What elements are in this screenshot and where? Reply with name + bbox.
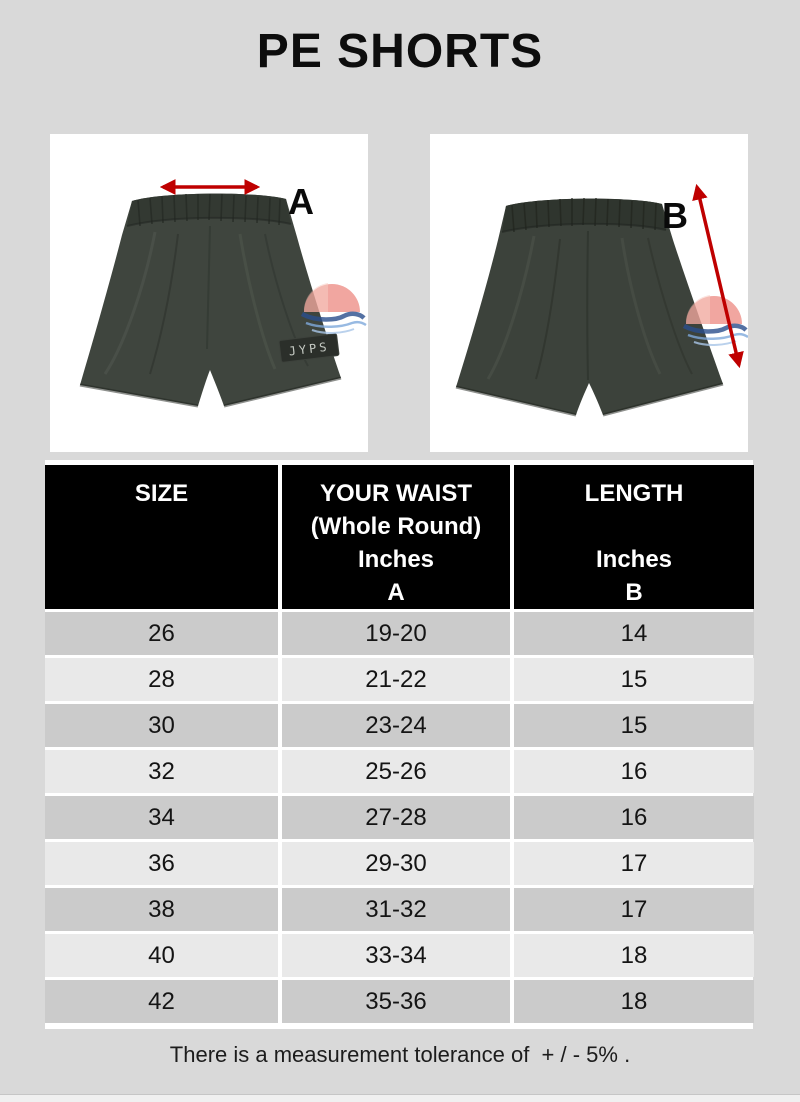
tolerance-note: There is a measurement tolerance of + / …: [169, 1042, 631, 1067]
waist-cell: 19-20: [282, 612, 510, 655]
table-row: 38 31-32 17: [45, 888, 754, 931]
page-title: PE SHORTS: [256, 25, 544, 78]
dimension-label-b: B: [662, 195, 688, 236]
length-cell: 17: [514, 888, 754, 931]
table-row: 40 33-34 18: [45, 934, 754, 977]
length-cell: 14: [514, 612, 754, 655]
shorts-front-body: JYPS: [79, 193, 342, 408]
waist-cell: 33-34: [282, 934, 510, 977]
fabric-folds: [455, 230, 724, 417]
waistband: [501, 197, 667, 233]
waist-cell: 31-32: [282, 888, 510, 931]
waist-cell: 27-28: [282, 796, 510, 839]
length-cell: 16: [514, 796, 754, 839]
back-shorts-card: B: [430, 134, 749, 452]
table-row: 34 27-28 16: [45, 796, 754, 839]
size-cell: 36: [45, 842, 278, 885]
length-cell: 18: [514, 980, 754, 1023]
size-cell: 28: [45, 658, 278, 701]
table-header-row: SIZE YOUR WAIST (Whole Round) Inches A L…: [45, 465, 754, 609]
shorts-back-body: [455, 197, 724, 417]
waist-cell: 25-26: [282, 750, 510, 793]
waistband: [126, 193, 292, 227]
table-row: 28 21-22 15: [45, 658, 754, 701]
table-row: 26 19-20 14: [45, 612, 754, 655]
header-length: LENGTH Inches B: [514, 465, 754, 609]
table-row: 36 29-30 17: [45, 842, 754, 885]
table-row: 30 23-24 15: [45, 704, 754, 747]
size-cell: 26: [45, 612, 278, 655]
length-cell: 18: [514, 934, 754, 977]
length-cell: 15: [514, 658, 754, 701]
front-shorts-card: JYPS A: [50, 134, 368, 452]
size-cell: 34: [45, 796, 278, 839]
size-cell: 42: [45, 980, 278, 1023]
size-table: SIZE YOUR WAIST (Whole Round) Inches A L…: [45, 460, 754, 1029]
table-row: 32 25-26 16: [45, 750, 754, 793]
brand-patch: JYPS: [278, 333, 340, 363]
size-cell: 30: [45, 704, 278, 747]
length-cell: 15: [514, 704, 754, 747]
size-cell: 32: [45, 750, 278, 793]
back-shorts-image: B: [455, 183, 749, 417]
waist-cell: 29-30: [282, 842, 510, 885]
watermark-logo: [300, 283, 367, 334]
length-cell: 17: [514, 842, 754, 885]
size-cell: 40: [45, 934, 278, 977]
length-measure-arrow: [692, 183, 744, 369]
waist-cell: 35-36: [282, 980, 510, 1023]
waist-cell: 21-22: [282, 658, 510, 701]
brand-text: JYPS: [288, 340, 330, 359]
front-shorts-image: JYPS A: [79, 179, 367, 408]
header-waist: YOUR WAIST (Whole Round) Inches A: [282, 465, 510, 609]
dimension-label-a: A: [288, 181, 314, 222]
waist-cell: 23-24: [282, 704, 510, 747]
length-cell: 16: [514, 750, 754, 793]
bottom-edge-strip: [0, 1094, 800, 1102]
header-size: SIZE: [45, 465, 278, 609]
fabric-folds: [79, 225, 342, 408]
size-cell: 38: [45, 888, 278, 931]
table-row: 42 35-36 18: [45, 980, 754, 1023]
